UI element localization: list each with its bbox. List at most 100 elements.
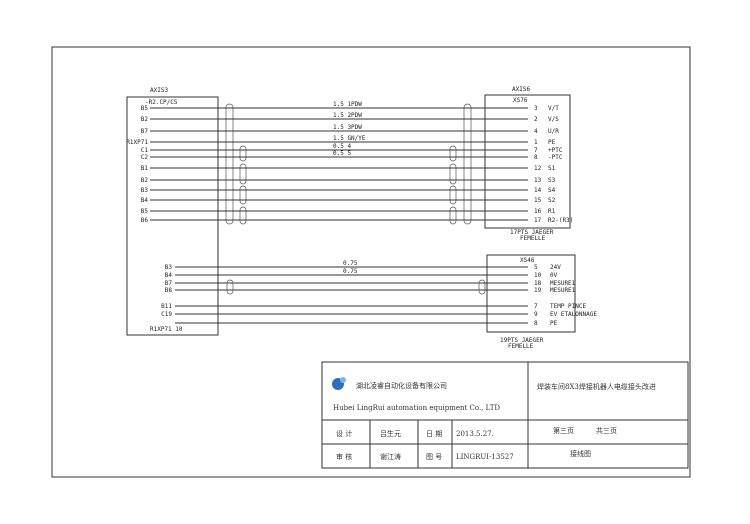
page-number: 第三页 bbox=[553, 426, 574, 435]
wire-bottom-3: B8 19 MESURE1 bbox=[165, 287, 576, 294]
wire-top-8: B3 14 S4 bbox=[141, 187, 556, 194]
wire-gauge-label: 1.5 3PDW bbox=[333, 124, 362, 131]
title-block: 湖北凌睿自动化设备有限公司 Hubei LingRui automation e… bbox=[321, 361, 689, 469]
company-logo-icon bbox=[332, 377, 346, 390]
drawing-number-label: 图 号 bbox=[426, 453, 442, 461]
pin-signal: S2 bbox=[548, 197, 556, 204]
pin-signal: V/S bbox=[548, 116, 559, 123]
pin-number: 8 bbox=[534, 154, 538, 161]
wire-bottom-1: B4 0.75 10 0V bbox=[165, 268, 558, 279]
axis3-sub-label: -R2.CP/C5 bbox=[145, 99, 178, 106]
pin-number: 19 bbox=[534, 287, 542, 294]
pin-signal: S1 bbox=[548, 165, 556, 172]
twisted-pair-shield-right bbox=[449, 145, 457, 162]
pin-number: 18 bbox=[534, 280, 542, 287]
reviewer-name: 谢江涛 bbox=[380, 452, 401, 461]
pin-signal: +PTC bbox=[548, 147, 563, 154]
twisted-pair-shield-left bbox=[239, 185, 247, 205]
twisted-pair-shield-right bbox=[449, 206, 457, 225]
designer-name: 吕生元 bbox=[380, 429, 401, 438]
xs46-connector-box bbox=[486, 254, 576, 333]
pin-number: 3 bbox=[534, 105, 538, 112]
wire-top-6: B1 12 S1 bbox=[141, 165, 556, 172]
wire-source-label: C1 bbox=[141, 147, 149, 154]
wire-top-3: R1XP71 1.5 GN/YE 1 PE bbox=[126, 135, 555, 146]
pin-signal: S3 bbox=[548, 177, 556, 184]
pin-signal: MESURE1 bbox=[550, 280, 576, 287]
drawing-type: 接线图 bbox=[570, 449, 591, 458]
wire-top-10: B5 16 R1 bbox=[141, 208, 556, 215]
wire-gauge-label: 0.5 4 bbox=[333, 143, 351, 150]
wire-bottom-4: B11 7 TEMP PINCE bbox=[161, 303, 586, 310]
wire-gauge-label: 1.5 2PDW bbox=[333, 112, 362, 119]
pin-number: 14 bbox=[534, 187, 542, 194]
twisted-pair-shield-left bbox=[239, 206, 247, 225]
wire-top-5: C2 0.5 5 8 -PTC bbox=[141, 150, 563, 161]
wire-top-4: C1 0.5 4 7 +PTC bbox=[141, 143, 563, 154]
shield-left-main bbox=[225, 103, 234, 225]
twisted-pair-shield-right bbox=[449, 163, 457, 185]
xs46-footer-2: FEMELLE bbox=[508, 343, 534, 350]
pin-signal: 0V bbox=[550, 272, 558, 279]
wire-top-7: B2 13 S3 bbox=[141, 177, 556, 184]
wire-source-label: B3 bbox=[141, 187, 149, 194]
pin-signal: TEMP PINCE bbox=[550, 303, 587, 310]
wire-source-label: B4 bbox=[141, 197, 149, 204]
pin-number: 10 bbox=[534, 272, 542, 279]
drawing-frame bbox=[51, 46, 691, 478]
pin-number: 4 bbox=[534, 128, 538, 135]
wire-gauge-label: 0.75 bbox=[343, 268, 358, 275]
wire-bottom-2: B7 18 MESURE1 bbox=[165, 280, 576, 287]
axis3-bottom-label: R1XP71 10 bbox=[150, 326, 183, 333]
twisted-pair-shield-right bbox=[449, 185, 457, 205]
wire-top-11: B6 17 R2-(R3) bbox=[141, 217, 574, 224]
pin-number: 13 bbox=[534, 177, 542, 184]
pin-signal: R1 bbox=[548, 208, 556, 215]
pin-signal: -PTC bbox=[548, 154, 563, 161]
wire-source-label: B1 bbox=[141, 165, 149, 172]
pin-signal: V/T bbox=[548, 105, 559, 112]
wire-source-label: B6 bbox=[141, 217, 149, 224]
pin-signal: MESURE1 bbox=[550, 287, 576, 294]
pin-number: 8 bbox=[534, 320, 538, 327]
pin-number: 7 bbox=[534, 303, 538, 310]
axis3-connector-box bbox=[126, 96, 219, 336]
twisted-pair-shield-left bbox=[239, 145, 247, 162]
date-value: 2013.5.27. bbox=[456, 430, 494, 438]
twisted-pair-shield-left bbox=[239, 163, 247, 185]
design-label: 设 计 bbox=[336, 429, 352, 438]
pin-signal: EV ETALONNAGE bbox=[550, 311, 597, 318]
pin-signal: R2-(R3) bbox=[548, 217, 573, 224]
wire-source-label: B7 bbox=[165, 280, 173, 287]
company-name-en: Hubei LingRui automation equipment Co., … bbox=[333, 404, 500, 412]
pin-number: 15 bbox=[534, 197, 542, 204]
axis6-label: AXIS6 bbox=[512, 86, 530, 93]
wire-source-label: B7 bbox=[141, 128, 149, 135]
shield-bottom-right bbox=[478, 279, 486, 295]
pin-number: 16 bbox=[534, 208, 542, 215]
wire-source-label: B11 bbox=[161, 303, 172, 310]
wire-source-label: C2 bbox=[141, 154, 149, 161]
pin-signal: S4 bbox=[548, 187, 556, 194]
review-label: 审 核 bbox=[336, 452, 352, 461]
page-total: 共三页 bbox=[596, 426, 617, 435]
xs76-footer-1: 17PTS JAEGER bbox=[510, 229, 554, 236]
wire-source-label: B4 bbox=[165, 272, 173, 279]
drawing-number: LINGRUI-13527 bbox=[456, 453, 514, 461]
wire-source-label: B8 bbox=[165, 287, 173, 294]
wire-bottom-6: 8 PE bbox=[175, 320, 558, 327]
wire-source-label: B2 bbox=[141, 116, 149, 123]
pin-number: 17 bbox=[534, 217, 542, 224]
wire-gauge-label: 0.5 5 bbox=[333, 150, 351, 157]
wire-bottom-0: B3 0.75 5 24V bbox=[165, 260, 561, 271]
shield-bottom-left bbox=[226, 279, 234, 295]
wire-gauge-label: 0.75 bbox=[343, 260, 358, 267]
xs46-footer-1: 19PTS JAEGER bbox=[500, 337, 544, 344]
wire-source-label: C19 bbox=[161, 311, 172, 318]
project-title: 焊装车间8X3焊接机器人电缆接头改进 bbox=[537, 382, 656, 391]
wire-source-label: R1XP71 bbox=[126, 139, 148, 146]
pin-number: 5 bbox=[534, 264, 538, 271]
wire-top-9: B4 15 S2 bbox=[141, 197, 556, 204]
pin-signal: 24V bbox=[550, 264, 561, 271]
wire-top-1: B2 1.5 2PDW 2 V/S bbox=[141, 112, 559, 123]
